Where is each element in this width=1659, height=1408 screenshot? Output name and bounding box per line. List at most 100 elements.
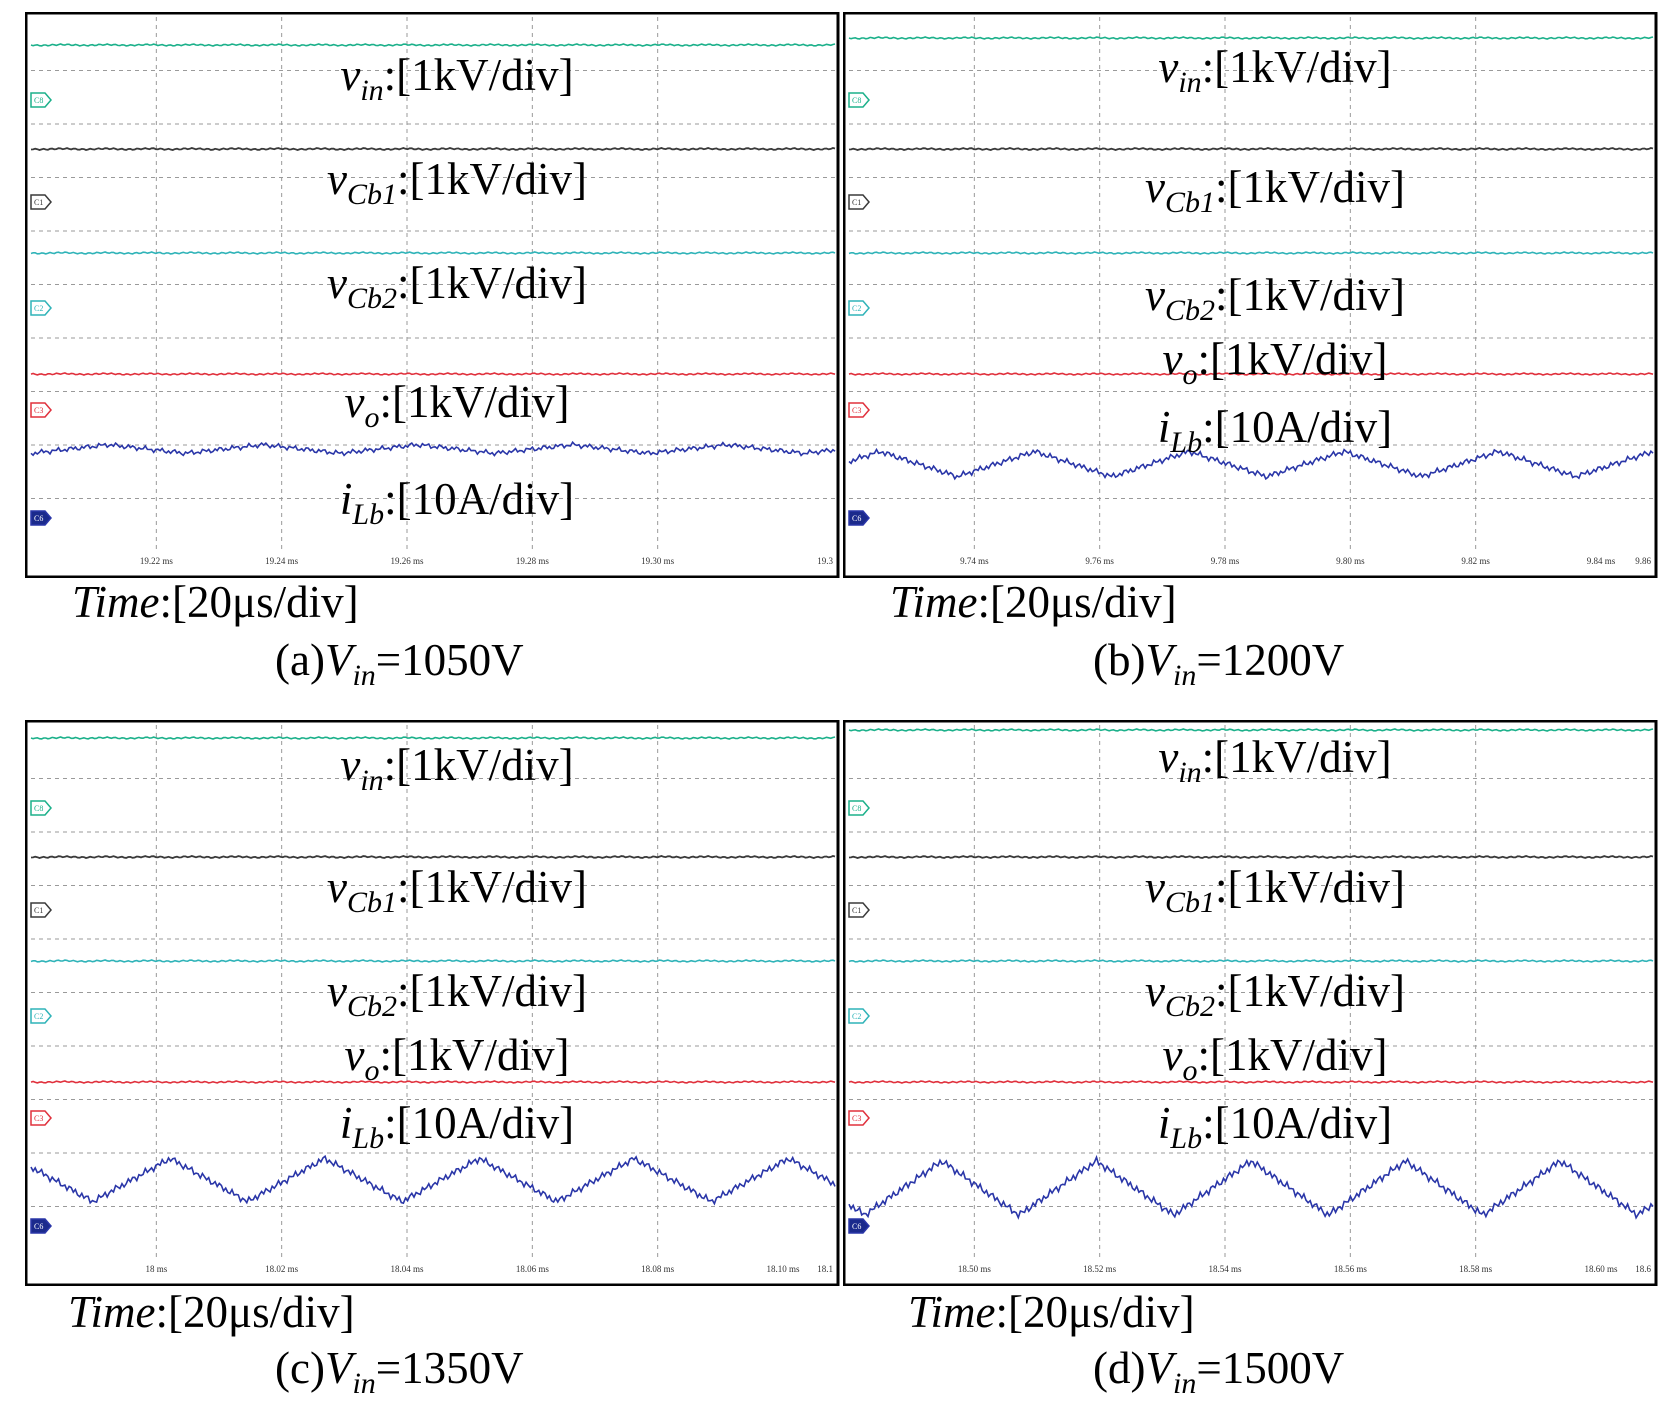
trace-vin: [30, 736, 836, 740]
time-scale: :[20μs/div]: [995, 1287, 1195, 1337]
channel-marker-c3: C3: [30, 1110, 52, 1126]
channel-label-ilb: iLb:[10A/div]: [340, 474, 574, 531]
x-tick-label: 18.54 ms: [1208, 1264, 1242, 1274]
channel-marker-label: C6: [34, 1222, 43, 1231]
x-tick-labels: 18.50 ms 18.52 ms 18.54 ms 18.56 ms 18.58 ms…: [958, 1264, 1652, 1274]
x-tick-label: 19.24 ms: [265, 556, 299, 566]
x-tick-label: 18.56 ms: [1334, 1264, 1368, 1274]
trace-vcb2: [848, 959, 1654, 963]
channel-marker-label: C3: [852, 406, 861, 415]
x-tick-label: 18.52 ms: [1083, 1264, 1117, 1274]
channel-marker-c6: C6: [848, 1218, 870, 1234]
caption-sub: in: [1172, 659, 1197, 692]
channel-marker-c8: C8: [30, 92, 52, 108]
x-tick-label: 19.28 ms: [516, 556, 550, 566]
caption-var: V: [324, 1343, 353, 1393]
time-var: Time: [890, 577, 978, 627]
trace-vin: [848, 728, 1654, 732]
channel-label-vcb2: vCb2:[1kV/div]: [327, 966, 587, 1023]
scope-plot: C8 vin:[1kV/div] C1 vCb1:[1kV/div] C2 vCb2:[1…: [25, 12, 840, 578]
trace-ilb: [30, 440, 836, 457]
channel-label-vcb2: vCb2:[1kV/div]: [327, 258, 587, 315]
x-tick-label: 18.1: [817, 1264, 833, 1274]
channel-label-vcb1: vCb1:[1kV/div]: [327, 862, 587, 919]
trace-vin: [30, 43, 836, 47]
time-var: Time: [72, 577, 160, 627]
x-tick-label: 19.22 ms: [140, 556, 174, 566]
channel-marker-label: C1: [852, 198, 861, 207]
panel-caption-c: (c)Vin=1350V: [275, 1342, 524, 1400]
x-tick-label: 9.86: [1635, 556, 1651, 566]
channel-marker-c8: C8: [848, 92, 870, 108]
trace-vcb2: [30, 251, 836, 255]
x-tick-label: 19.3: [817, 556, 833, 566]
scope-plot: C8 vin:[1kV/div] C1 vCb1:[1kV/div] C2 vCb2:[1…: [843, 12, 1658, 578]
panel-b: C8 vin:[1kV/div] C1 vCb1:[1kV/div] C2 vCb2:[1…: [843, 12, 1659, 578]
caption-value: =1200V: [1196, 635, 1345, 685]
panel-caption-a: (a)Vin=1050V: [275, 634, 524, 692]
time-var: Time: [68, 1287, 156, 1337]
x-tick-label: 18.08 ms: [641, 1264, 675, 1274]
channel-marker-c6: C6: [30, 510, 52, 526]
channel-label-ilb: iLb:[10A/div]: [340, 1098, 574, 1155]
caption-value: =1050V: [375, 635, 524, 685]
x-tick-label: 9.76 ms: [1085, 556, 1114, 566]
caption-value: =1350V: [375, 1343, 524, 1393]
panel-d: C8 vin:[1kV/div] C1 vCb1:[1kV/div] C2 vCb2:[1…: [843, 720, 1659, 1286]
channel-marker-c2: C2: [848, 1008, 870, 1024]
channel-marker-c8: C8: [30, 800, 52, 816]
channel-marker-label: C6: [34, 514, 43, 523]
trace-vin: [848, 36, 1654, 40]
trace-vcb2: [30, 959, 836, 963]
channel-marker-c2: C2: [30, 300, 52, 316]
x-tick-label: 18 ms: [145, 1264, 167, 1274]
x-tick-label: 18.10 ms: [766, 1264, 800, 1274]
caption-prefix: (a): [275, 635, 325, 685]
channel-label-vin: vin:[1kV/div]: [1158, 732, 1391, 789]
channel-marker-label: C8: [852, 804, 861, 813]
channel-marker-label: C1: [34, 906, 43, 915]
x-tick-label: 9.82 ms: [1461, 556, 1490, 566]
channel-label-vcb1: vCb1:[1kV/div]: [327, 154, 587, 211]
panel-caption-b: (b)Vin=1200V: [1093, 634, 1345, 692]
caption-value: =1500V: [1196, 1343, 1345, 1393]
trace-vo: [848, 372, 1654, 376]
channel-marker-c2: C2: [30, 1008, 52, 1024]
x-tick-labels: 9.74 ms 9.76 ms 9.78 ms 9.80 ms 9.82 ms 9.84 …: [960, 556, 1651, 566]
trace-vo: [30, 1080, 836, 1084]
channel-label-vo: vo:[1kV/div]: [1163, 334, 1388, 391]
channel-label-vo: vo:[1kV/div]: [345, 1030, 570, 1087]
trace-ilb: [848, 1154, 1654, 1220]
x-tick-label: 18.6: [1635, 1264, 1651, 1274]
time-var: Time: [908, 1287, 996, 1337]
channel-marker-c3: C3: [30, 402, 52, 418]
x-tick-label: 18.04 ms: [390, 1264, 424, 1274]
channel-marker-label: C1: [34, 198, 43, 207]
channel-marker-c1: C1: [848, 902, 870, 918]
x-tick-labels: 18 ms 18.02 ms 18.04 ms 18.06 ms 18.08 ms 18.…: [145, 1264, 833, 1274]
x-tick-label: 19.30 ms: [641, 556, 675, 566]
channel-marker-c6: C6: [848, 510, 870, 526]
scope-plot: C8 vin:[1kV/div] C1 vCb1:[1kV/div] C2 vCb2:[1…: [25, 720, 840, 1286]
x-tick-labels: 19.22 ms 19.24 ms 19.26 ms 19.28 ms 19.30 ms…: [140, 556, 834, 566]
channel-marker-label: C6: [852, 1222, 861, 1231]
channel-marker-label: C2: [34, 304, 43, 313]
x-tick-label: 18.06 ms: [516, 1264, 550, 1274]
time-caption-d: Time:[20μs/div]: [908, 1286, 1195, 1338]
channel-label-vo: vo:[1kV/div]: [345, 377, 570, 434]
caption-prefix: (d): [1093, 1343, 1146, 1393]
grid: [31, 17, 835, 552]
panel-caption-d: (d)Vin=1500V: [1093, 1342, 1345, 1400]
trace-vcb1: [30, 855, 836, 859]
channel-marker-label: C1: [852, 906, 861, 915]
caption-sub: in: [1172, 1367, 1197, 1400]
x-tick-label: 9.78 ms: [1211, 556, 1240, 566]
channel-label-vin: vin:[1kV/div]: [340, 740, 573, 797]
channel-label-vin: vin:[1kV/div]: [1158, 42, 1391, 99]
trace-vcb1: [848, 855, 1654, 859]
time-caption-c: Time:[20μs/div]: [68, 1286, 355, 1338]
trace-vcb2: [848, 251, 1654, 255]
channel-marker-c3: C3: [848, 402, 870, 418]
time-scale: :[20μs/div]: [977, 577, 1177, 627]
caption-var: V: [1145, 1343, 1173, 1393]
